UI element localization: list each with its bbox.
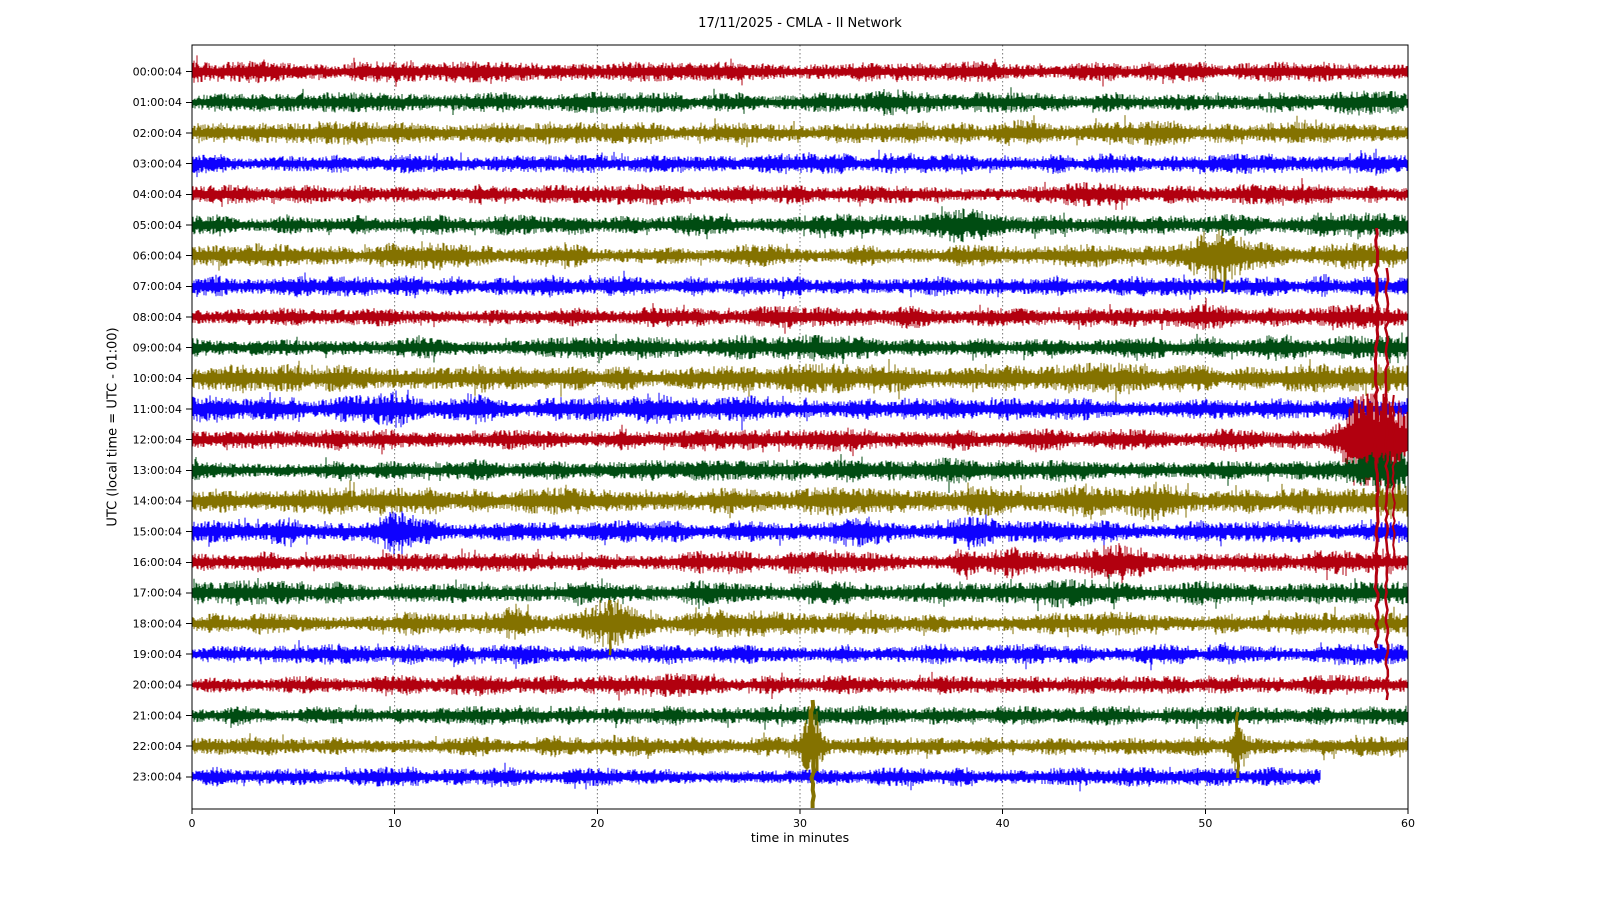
trace-row-13 xyxy=(191,449,1409,493)
y-tick-label-04: 04:00:04 xyxy=(133,188,182,201)
trace-row-20 xyxy=(191,671,1409,701)
y-tick-label-07: 07:00:04 xyxy=(133,280,182,293)
y-tick-label-16: 16:00:04 xyxy=(133,556,182,569)
y-tick-label-08: 08:00:04 xyxy=(133,311,182,324)
y-tick-label-11: 11:00:04 xyxy=(133,403,182,416)
y-tick-label-05: 05:00:04 xyxy=(133,219,182,232)
y-tick-label-03: 03:00:04 xyxy=(133,158,182,171)
event-spike-4 xyxy=(1373,227,1380,649)
y-tick-label-09: 09:00:04 xyxy=(133,341,182,354)
event-spike-1 xyxy=(1235,711,1241,778)
y-tick-label-12: 12:00:04 xyxy=(133,433,182,446)
event-spike-2 xyxy=(1221,237,1227,293)
y-tick-label-00: 00:00:04 xyxy=(133,66,182,79)
x-tick-label-60: 60 xyxy=(1401,817,1415,830)
x-tick-label-40: 40 xyxy=(996,817,1010,830)
x-axis-label: time in minutes xyxy=(750,830,850,845)
y-tick-label-13: 13:00:04 xyxy=(133,464,182,477)
y-tick-label-22: 22:00:04 xyxy=(133,740,182,753)
x-tick-label-10: 10 xyxy=(388,817,402,830)
y-tick-label-01: 01:00:04 xyxy=(133,96,182,109)
trace-row-08 xyxy=(191,298,1409,334)
y-tick-label-15: 15:00:04 xyxy=(133,525,182,538)
event-spike-3 xyxy=(607,599,612,656)
trace-row-01 xyxy=(191,87,1409,116)
y-tick-label-06: 06:00:04 xyxy=(133,250,182,263)
y-tick-label-20: 20:00:04 xyxy=(133,679,182,692)
y-tick-label-14: 14:00:04 xyxy=(133,495,182,508)
event-spike-0 xyxy=(809,699,816,808)
y-tick-label-17: 17:00:04 xyxy=(133,587,182,600)
x-tick-label-30: 30 xyxy=(793,817,807,830)
event-spike-6 xyxy=(1391,394,1396,561)
y-tick-label-10: 10:00:04 xyxy=(133,372,182,385)
y-tick-label-19: 19:00:04 xyxy=(133,648,182,661)
event-spike-5 xyxy=(1383,267,1390,701)
trace-row-11 xyxy=(191,389,1409,431)
y-tick-label-02: 02:00:04 xyxy=(133,127,182,140)
y-tick-label-21: 21:00:04 xyxy=(133,709,182,722)
chart-title: 17/11/2025 - CMLA - II Network xyxy=(698,16,902,31)
x-tick-label-0: 0 xyxy=(189,817,196,830)
trace-row-23 xyxy=(191,762,1321,792)
y-tick-label-18: 18:00:04 xyxy=(133,617,182,630)
y-tick-label-23: 23:00:04 xyxy=(133,771,182,784)
x-tick-label-20: 20 xyxy=(590,817,604,830)
x-tick-label-50: 50 xyxy=(1198,817,1212,830)
